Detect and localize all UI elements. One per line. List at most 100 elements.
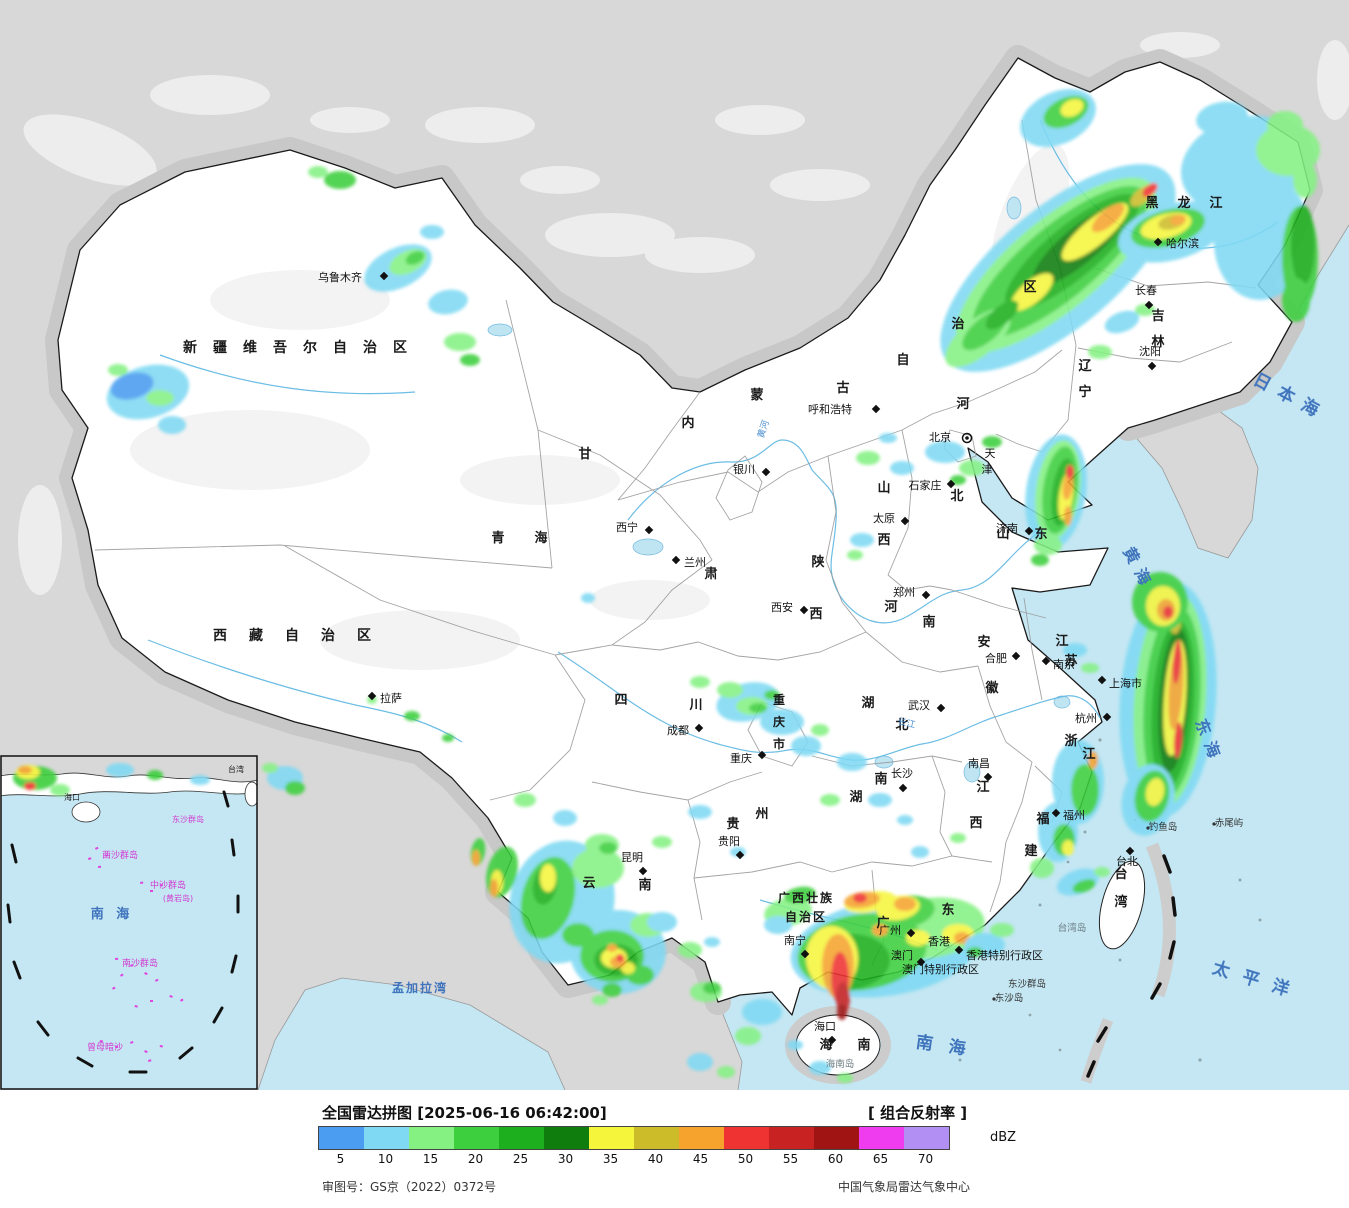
legend-tick: 55 <box>782 1152 799 1166</box>
china-relief <box>130 144 1070 670</box>
product-title: 全国雷达拼图 [2025-06-16 06:42:00] <box>322 1104 607 1122</box>
legend-tick: 60 <box>827 1152 844 1166</box>
province-label: 湖 <box>849 790 862 805</box>
radar-echo <box>108 364 128 376</box>
radar-echo <box>1163 606 1173 618</box>
radar-echo <box>809 1061 831 1075</box>
city-label: 澳门特别行政区 <box>902 962 979 976</box>
city-label: 香港特别行政区 <box>966 948 1043 962</box>
radar-echo <box>1267 111 1303 139</box>
province-label: 肃 <box>704 566 717 582</box>
legend-color-box <box>679 1127 724 1149</box>
city-label: 香港 <box>928 935 950 948</box>
radar-echo <box>717 1066 735 1078</box>
island-mark <box>114 1045 119 1048</box>
island-mark <box>105 854 109 857</box>
province-label: 青 <box>491 530 504 546</box>
radar-echo <box>647 912 677 932</box>
inset-label: 西沙群岛 <box>102 849 138 861</box>
city-label: 津 <box>982 463 993 476</box>
radar-echo <box>1088 345 1112 359</box>
radar-echo <box>599 842 617 854</box>
radar-echo <box>856 451 880 465</box>
terrain-highlights <box>18 32 1349 595</box>
radar-echo <box>190 775 210 785</box>
island-mark <box>150 890 153 892</box>
city-marker <box>1144 300 1154 310</box>
radar-echo <box>687 1053 713 1071</box>
inset-label: 海口 <box>64 792 80 802</box>
inset-island-marks <box>87 846 184 1062</box>
city-label: 武汉 <box>908 699 930 712</box>
legend-color-box <box>904 1127 949 1149</box>
inset-sea <box>1 756 257 1089</box>
radar-echo <box>442 734 454 742</box>
radar-echo <box>592 995 608 1005</box>
radar-echo <box>540 864 556 892</box>
radar-echo <box>324 171 356 189</box>
city-marker <box>644 525 654 535</box>
city-marker <box>921 590 931 600</box>
data-source: 中国气象局雷达气象中心 <box>838 1180 971 1194</box>
radar-echo <box>146 390 174 406</box>
province-label: 甘 <box>578 446 591 462</box>
inset-label: (黄岩岛) <box>163 893 193 903</box>
province-label: 安 <box>977 634 990 650</box>
inset-taiwan <box>244 781 257 807</box>
city-label: 广州 <box>879 924 901 937</box>
city-marker <box>671 555 681 565</box>
legend-color-box <box>409 1127 454 1149</box>
city-marker <box>1024 526 1034 536</box>
legend-tick: 10 <box>377 1152 394 1166</box>
radar-echo <box>742 999 782 1025</box>
province-label: 川 <box>688 698 702 713</box>
radar-echo <box>1293 162 1317 198</box>
province-label: 新疆维吾尔自治区 <box>183 339 423 356</box>
island-mark <box>134 1005 138 1008</box>
city-marker <box>871 404 881 414</box>
city-label: 拉萨 <box>380 691 402 705</box>
radar-echo <box>50 784 70 796</box>
island-mark <box>98 865 102 868</box>
province-label: 山 <box>996 526 1009 542</box>
map-container: 新疆维吾尔自治区 西藏自治区青海甘肃内蒙古自治区黑龙江吉林辽宁河北山西山东陕西河南… <box>0 0 1349 1091</box>
radar-echo <box>1291 205 1315 285</box>
province-label: 云 <box>582 876 595 891</box>
province-label: 南 <box>857 1037 870 1053</box>
radar-echo <box>1173 722 1183 758</box>
radar-echo <box>404 711 420 721</box>
province-label: 南 <box>922 614 935 630</box>
capital-marker <box>961 432 973 444</box>
legend-tick: 40 <box>647 1152 664 1166</box>
province-label: 西 <box>969 816 982 831</box>
province-label: 徽 <box>984 680 999 696</box>
city-label: 台北 <box>1116 854 1138 868</box>
radar-echo <box>106 763 134 777</box>
province-label: 广 <box>876 915 889 931</box>
island-mark <box>130 963 134 967</box>
radar-echo <box>581 593 595 603</box>
province-label: 区 <box>1023 280 1036 295</box>
island-mark <box>159 884 163 887</box>
radar-echo <box>472 850 480 866</box>
radar-echo <box>572 848 624 888</box>
inset-label: 南沙群岛 <box>122 957 158 969</box>
radar-echo <box>460 354 480 366</box>
radar-echo <box>428 289 468 315</box>
radar-echo <box>990 923 1014 937</box>
city-marker <box>1051 808 1061 818</box>
province-label: 重 <box>773 692 785 707</box>
city-marker <box>1097 675 1107 685</box>
radar-echo <box>1034 535 1062 555</box>
province-label: 东 <box>1034 526 1047 542</box>
island-dot <box>1212 822 1216 826</box>
legend-tick: 45 <box>692 1152 709 1166</box>
legend-color-box <box>454 1127 499 1149</box>
province-label: 江 <box>1055 633 1068 649</box>
province-label: 辽 <box>1078 359 1092 374</box>
radar-echo <box>24 782 36 790</box>
